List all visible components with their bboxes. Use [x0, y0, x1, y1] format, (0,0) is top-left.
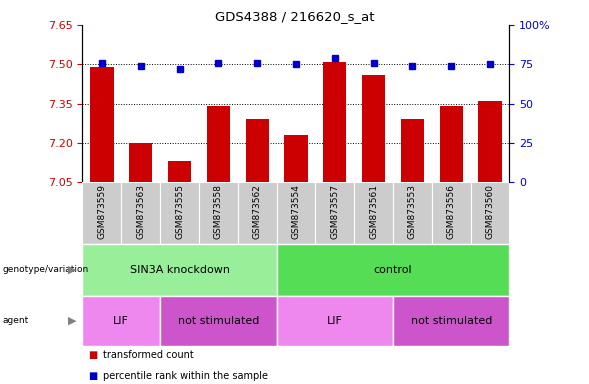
Text: GDS4388 / 216620_s_at: GDS4388 / 216620_s_at: [215, 10, 374, 23]
Text: LIF: LIF: [113, 316, 129, 326]
Text: percentile rank within the sample: percentile rank within the sample: [103, 371, 268, 381]
Bar: [277, 182, 315, 244]
Bar: [439, 106, 463, 182]
Text: GSM873562: GSM873562: [253, 184, 262, 239]
Text: GSM873553: GSM873553: [408, 184, 417, 239]
Bar: [207, 106, 230, 182]
Bar: [129, 143, 153, 182]
Text: GSM873563: GSM873563: [136, 184, 145, 239]
Text: GSM873559: GSM873559: [97, 184, 107, 239]
Bar: [238, 182, 277, 244]
Text: GSM873556: GSM873556: [446, 184, 456, 239]
Text: ▶: ▶: [68, 265, 77, 275]
Text: not stimulated: not stimulated: [178, 316, 259, 326]
Bar: [401, 119, 424, 182]
Text: SIN3A knockdown: SIN3A knockdown: [130, 265, 230, 275]
Bar: [168, 161, 191, 182]
Bar: [315, 182, 354, 244]
Bar: [160, 182, 199, 244]
Bar: [323, 62, 346, 182]
Bar: [90, 67, 114, 182]
Bar: [432, 182, 471, 244]
Text: GSM873555: GSM873555: [175, 184, 184, 239]
Text: GSM873560: GSM873560: [485, 184, 495, 239]
Text: ■: ■: [88, 350, 98, 360]
Text: GSM873554: GSM873554: [292, 184, 300, 239]
Text: transformed count: transformed count: [103, 350, 194, 360]
Text: GSM873558: GSM873558: [214, 184, 223, 239]
Bar: [199, 182, 238, 244]
Bar: [246, 119, 269, 182]
Text: ■: ■: [88, 371, 98, 381]
Bar: [393, 182, 432, 244]
Text: not stimulated: not stimulated: [411, 316, 492, 326]
Bar: [362, 75, 385, 182]
Bar: [478, 101, 502, 182]
Text: genotype/variation: genotype/variation: [3, 265, 89, 274]
Bar: [82, 182, 121, 244]
Bar: [471, 182, 509, 244]
Bar: [284, 135, 307, 182]
Text: control: control: [373, 265, 412, 275]
Text: GSM873557: GSM873557: [330, 184, 339, 239]
Bar: [354, 182, 393, 244]
Text: agent: agent: [3, 316, 29, 325]
Bar: [121, 182, 160, 244]
Text: ▶: ▶: [68, 316, 77, 326]
Text: GSM873561: GSM873561: [369, 184, 378, 239]
Text: LIF: LIF: [327, 316, 343, 326]
